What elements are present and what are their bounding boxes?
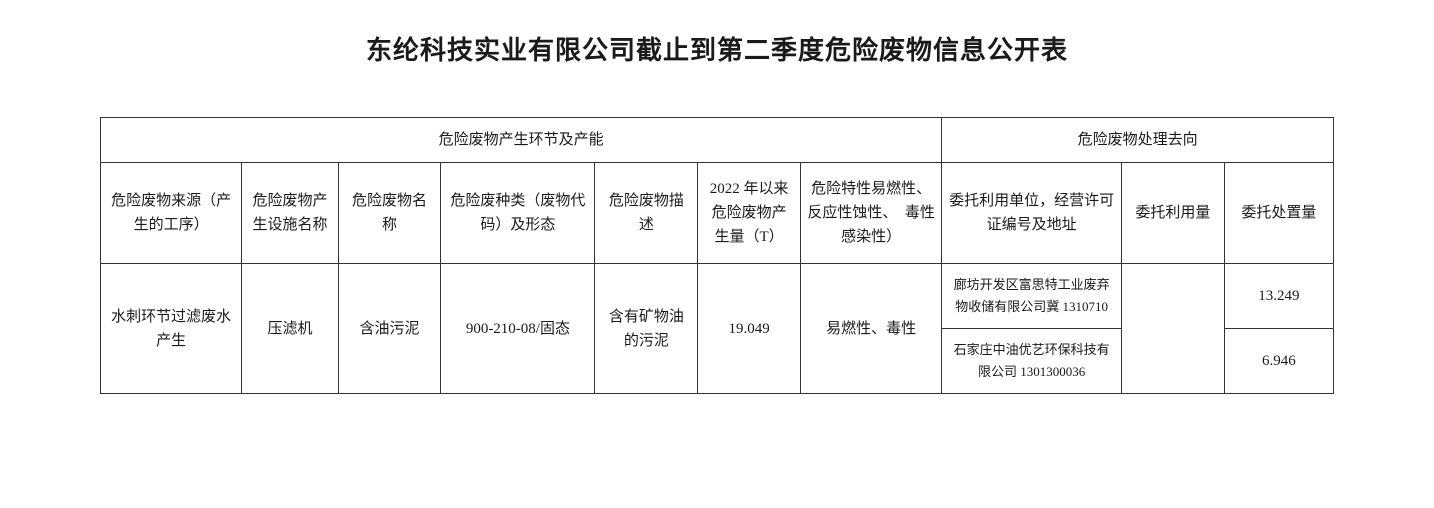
cell-waste-name: 含油污泥	[338, 264, 441, 394]
col-waste-name: 危险废物名称	[338, 163, 441, 264]
col-commission-use: 委托利用量	[1122, 163, 1225, 264]
col-gen-amount: 2022 年以来危险废物产生量（T）	[698, 163, 801, 264]
col-source: 危险废物来源（产生的工序）	[101, 163, 242, 264]
cell-disposal-a: 13.249	[1224, 264, 1333, 329]
table-row: 水刺环节过滤废水产生 压滤机 含油污泥 900-210-08/固态 含有矿物油的…	[101, 264, 1334, 329]
header-group-production: 危险废物产生环节及产能	[101, 118, 942, 163]
col-facility: 危险废物产生设施名称	[242, 163, 338, 264]
cell-hazard: 易燃性、毒性	[800, 264, 941, 394]
cell-commission-use	[1122, 264, 1225, 394]
header-group-disposal: 危险废物处理去向	[942, 118, 1334, 163]
cell-source: 水刺环节过滤废水产生	[101, 264, 242, 394]
cell-company-a: 廊坊开发区富思特工业废弃物收储有限公司冀 1310710	[942, 264, 1122, 329]
hazardous-waste-table: 危险废物产生环节及产能 危险废物处理去向 危险废物来源（产生的工序） 危险废物产…	[100, 117, 1334, 394]
cell-waste-desc: 含有矿物油的污泥	[595, 264, 698, 394]
col-hazard: 危险特性易燃性、反应性蚀性、 毒性感染性）	[800, 163, 941, 264]
cell-waste-code: 900-210-08/固态	[441, 264, 595, 394]
col-waste-desc: 危险废物描述	[595, 163, 698, 264]
page-title: 东纶科技实业有限公司截止到第二季度危险废物信息公开表	[100, 30, 1334, 67]
cell-facility: 压滤机	[242, 264, 338, 394]
col-company: 委托利用单位，经营许可证编号及地址	[942, 163, 1122, 264]
cell-company-b: 石家庄中油优艺环保科技有限公司 1301300036	[942, 329, 1122, 394]
cell-gen-amount: 19.049	[698, 264, 801, 394]
col-waste-code: 危险废种类（废物代码）及形态	[441, 163, 595, 264]
cell-disposal-b: 6.946	[1224, 329, 1333, 394]
col-disposal: 委托处置量	[1224, 163, 1333, 264]
